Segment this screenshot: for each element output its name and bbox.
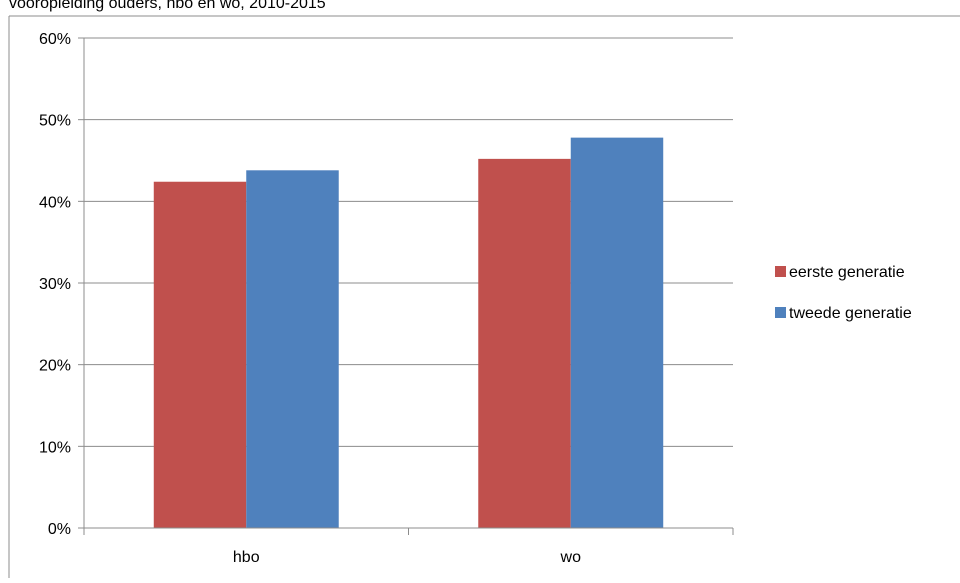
bars <box>153 137 664 529</box>
bar-eerste-generatie-wo <box>478 158 571 528</box>
y-tick-label: 10% <box>39 439 71 456</box>
y-tick-label: 60% <box>39 31 71 48</box>
y-tick-label: 50% <box>39 113 71 130</box>
chart-title: vooropleiding ouders, hbo en wo, 2010-20… <box>9 0 326 12</box>
x-tick-label: wo <box>560 549 582 566</box>
x-tick-label: hbo <box>233 549 260 566</box>
y-tick-label: 40% <box>39 194 71 211</box>
legend-label: eerste generatie <box>789 264 905 281</box>
legend-label: tweede generatie <box>789 305 912 322</box>
y-tick-label: 20% <box>39 358 71 375</box>
bar-tweede-generatie-hbo <box>246 170 339 529</box>
legend-swatch <box>775 266 786 277</box>
bar-eerste-generatie-hbo <box>153 181 247 528</box>
legend: eerste generatie tweede generatie <box>775 264 912 322</box>
legend-swatch <box>775 307 786 318</box>
y-tick-label: 0% <box>48 521 71 538</box>
axis-labels: 0% 10% 20% 30% 40% 50% 60% hbo wo <box>39 31 581 566</box>
bar-tweede-generatie-wo <box>570 137 664 528</box>
y-tick-label: 30% <box>39 276 71 293</box>
axes <box>78 37 734 535</box>
